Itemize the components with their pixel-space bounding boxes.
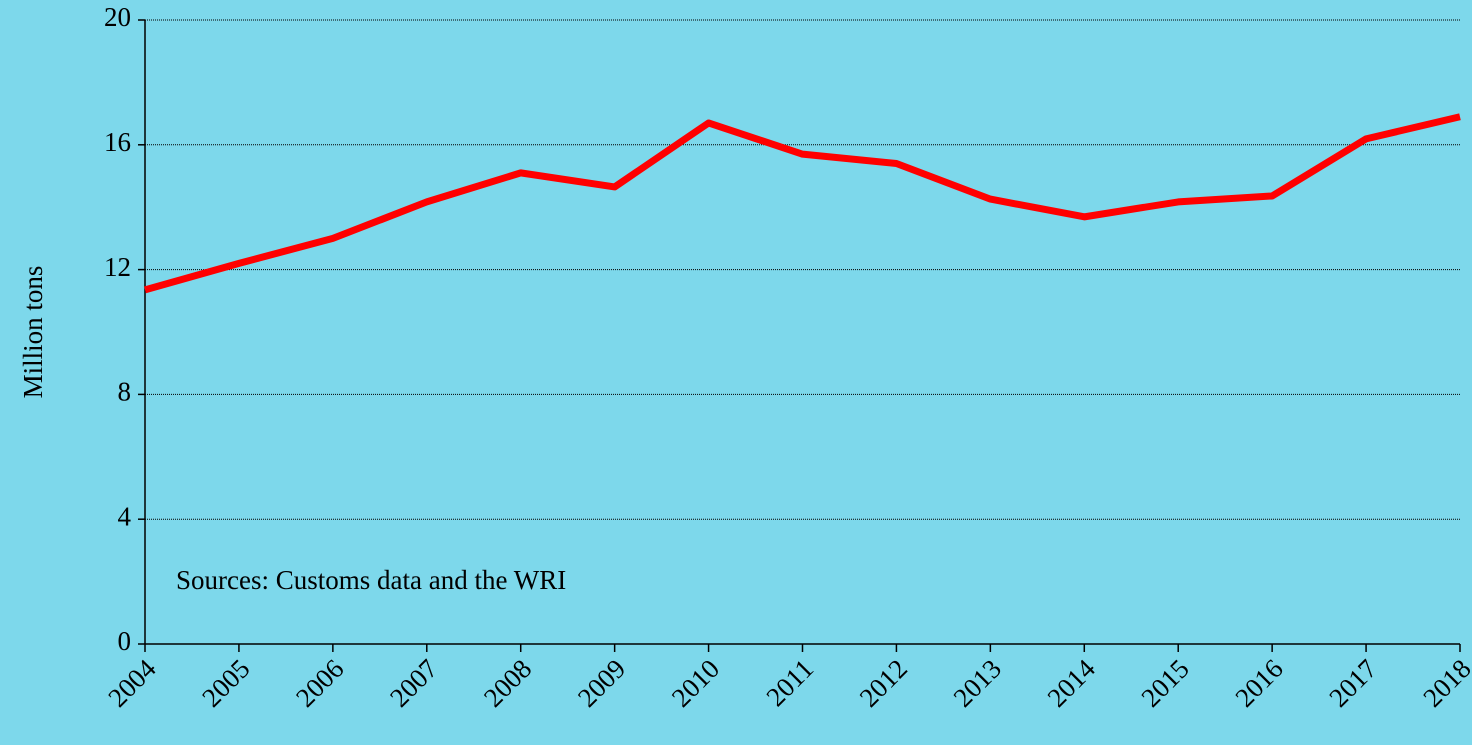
- y-tick-label: 8: [118, 377, 132, 407]
- data-line: [144, 113, 1461, 294]
- y-tick-label: 12: [104, 252, 131, 282]
- y-tick-label: 16: [104, 127, 131, 157]
- y-tick-label: 4: [118, 501, 132, 531]
- y-tick-label: 0: [118, 626, 132, 656]
- y-tick-label: 20: [104, 2, 131, 32]
- annotation: Sources: Customs data and the WRI: [176, 565, 566, 595]
- y-axis-label: Million tons: [18, 266, 48, 399]
